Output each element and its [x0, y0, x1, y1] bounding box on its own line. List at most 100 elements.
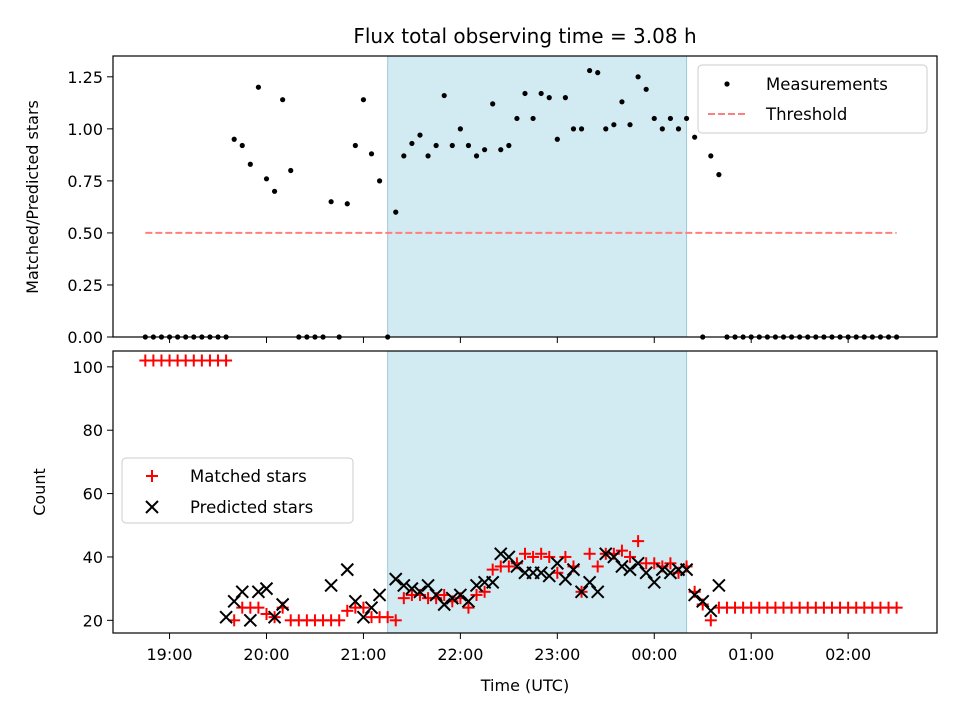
matched-star-point: [519, 547, 531, 560]
predicted-star-point: [372, 588, 387, 602]
predicted-star-point: [429, 588, 443, 602]
time-x-axis: 19:00 20:00 21:00 22:00 23:00 00:00 01:00 02:00: [146, 633, 871, 664]
predicted-star-point: [687, 588, 702, 602]
ratio-y-tick-label: 1.25: [67, 68, 103, 87]
predicted-star-point: [397, 578, 411, 593]
matched-star-point: [502, 560, 515, 573]
predicted-star-point: [251, 585, 266, 599]
time-x-tick-label: 01:00: [728, 645, 774, 664]
predicted-star-point: [704, 604, 718, 618]
ratio-panel-frame: [112, 55, 938, 338]
predicted-star-point: [469, 578, 484, 593]
measurement-point: [465, 142, 472, 149]
chart-title: Flux total observing time = 3.08 h: [353, 24, 696, 48]
measurement-point: [473, 153, 480, 159]
measurement-point: [490, 101, 496, 107]
predicted-star-point: [712, 578, 726, 593]
predicted-star-point: [582, 575, 597, 590]
predicted-star-point: [631, 556, 645, 570]
matched-star-point: [648, 557, 661, 570]
matched-star-point: [381, 611, 394, 624]
measurement-point: [441, 92, 447, 99]
matched-star-point: [890, 601, 903, 614]
predicted-star-point: [623, 562, 637, 577]
measurement-point: [708, 153, 714, 159]
matched-star-point: [389, 614, 402, 627]
matched-star-point: [543, 550, 556, 563]
predicted-star-point: [461, 594, 476, 609]
predicted-star-point: [647, 575, 661, 590]
count-y-tick-label: 40: [83, 548, 103, 567]
measurement-point: [667, 115, 674, 122]
predicted-star-point: [413, 585, 427, 599]
predicted-star-point: [599, 547, 613, 561]
measurement-point: [280, 97, 286, 103]
predicted-star-point: [364, 600, 379, 615]
predicted-star-point: [389, 572, 403, 586]
predicted-star-point: [615, 559, 629, 574]
time-x-tick-label: 19:00: [146, 645, 192, 664]
measurement-point: [595, 70, 601, 76]
predicted-star-point: [235, 585, 249, 599]
predicted-star-point: [485, 575, 500, 590]
predicted-star-point: [574, 585, 589, 599]
predicted-star-point: [590, 585, 605, 599]
measurement-point: [619, 99, 625, 105]
measurement-point: [611, 122, 617, 128]
measurement-point: [554, 136, 560, 142]
ratio-panel: 0.00 0.25 0.50 0.75 1.00 1.25 Matched/Predict…: [23, 55, 938, 347]
measurement-point: [376, 178, 383, 184]
time-x-tick-label: 20:00: [243, 645, 289, 664]
matched-star-point: [559, 550, 572, 563]
ratio-y-tick-label: 0.00: [67, 328, 103, 347]
measurement-point: [570, 126, 577, 132]
matched-star-point: [486, 563, 499, 576]
predicted-star-point: [534, 566, 548, 580]
ratio-y-tick-label: 0.50: [67, 224, 103, 243]
measurement-point: [433, 142, 439, 149]
legend-measurements-marker: [724, 81, 730, 87]
predicted-star-point: [550, 556, 565, 570]
measurement-point: [683, 115, 690, 122]
measurement-point: [627, 122, 633, 128]
measurement-point: [263, 176, 270, 182]
predicted-star-point: [502, 550, 516, 564]
ratio-legend: Measurements Threshold: [697, 64, 928, 134]
matched-star-point: [615, 544, 628, 557]
ratio-y-axis-label: Matched/Predicted stars: [23, 100, 42, 294]
count-y-tick-label: 20: [83, 611, 103, 630]
legend-predicted-marker: [145, 500, 159, 514]
predicted-star-point: [275, 597, 290, 612]
legend-matched-label: Matched stars: [190, 467, 307, 486]
matched-star-point: [470, 588, 483, 601]
predicted-star-point: [663, 566, 678, 580]
predicted-star-point: [243, 613, 258, 628]
measurement-point: [457, 126, 463, 132]
measurement-point: [368, 151, 375, 157]
predicted-star-point: [421, 578, 435, 593]
measurement-point: [578, 126, 585, 132]
measurement-point: [239, 142, 245, 149]
predicted-star-point: [356, 610, 371, 624]
count-y-axis-label: Count: [30, 468, 49, 516]
measurement-point: [417, 132, 423, 138]
measurement-point: [482, 147, 488, 153]
time-x-tick-label: 02:00: [825, 645, 871, 664]
predicted-star-point: [405, 581, 419, 596]
predicted-star-point: [324, 578, 338, 593]
ratio-y-axis: 0.00 0.25 0.50 0.75 1.00 1.25: [67, 68, 113, 347]
measurement-point: [255, 84, 262, 90]
matched-star-point: [357, 601, 370, 614]
predicted-star-point: [639, 566, 653, 580]
measurement-point: [498, 147, 504, 153]
predicted-star-point: [494, 547, 508, 561]
legend-predicted-label: Predicted stars: [190, 498, 313, 517]
measurement-point: [716, 172, 722, 178]
matched-star-point: [341, 604, 354, 617]
measurement-point: [393, 209, 399, 215]
measurement-point: [651, 115, 657, 122]
measurement-point: [247, 161, 253, 167]
measurement-point: [231, 136, 237, 142]
measurement-point: [360, 97, 367, 103]
matched-star-point: [535, 547, 548, 560]
